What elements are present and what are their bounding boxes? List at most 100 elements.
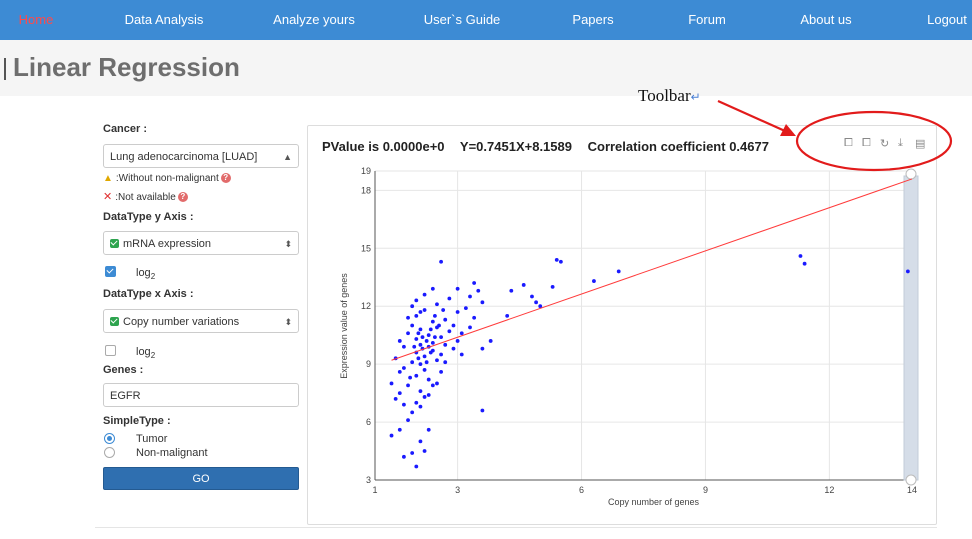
- scatter-point: [439, 335, 443, 339]
- zoom-reset-icon[interactable]: ⧠: [862, 137, 871, 149]
- toolbar-annotation-text: Toolbar: [638, 86, 691, 105]
- scatter-points: [389, 254, 910, 469]
- datatype-y-label: DataType y Axis :: [103, 211, 194, 223]
- scatter-point: [472, 315, 477, 320]
- nav-analyze-yours[interactable]: Analyze yours: [273, 12, 355, 27]
- scatter-point: [538, 304, 543, 309]
- y-tick-label: 9: [366, 359, 371, 369]
- scatter-point: [451, 346, 456, 351]
- scatter-point: [476, 288, 481, 293]
- scatter-point: [430, 340, 435, 345]
- sampletype-label: SimpleType :: [103, 415, 171, 427]
- go-button[interactable]: GO: [103, 467, 299, 490]
- scatter-point: [418, 327, 423, 332]
- scatter-point: [530, 294, 534, 299]
- scatter-point: [439, 259, 443, 264]
- datatype-y-select[interactable]: mRNA expression ⬍: [103, 231, 299, 255]
- x-tick-label: 14: [907, 485, 917, 495]
- y-tick-label: 12: [361, 301, 371, 311]
- nav-papers[interactable]: Papers: [572, 12, 614, 27]
- scatter-point: [798, 254, 803, 258]
- page-title: Linear Regression: [13, 52, 240, 82]
- scatter-point: [418, 310, 423, 314]
- scatter-point: [418, 362, 423, 367]
- scatter-point: [802, 261, 807, 266]
- help-icon[interactable]: ?: [220, 173, 231, 184]
- help-icon[interactable]: ?: [177, 192, 188, 203]
- scatter-point: [451, 323, 456, 328]
- annotation-arrow-shaft: [717, 99, 786, 133]
- refresh-icon[interactable]: ↻: [880, 138, 890, 150]
- zoom-slider-track: [903, 175, 919, 481]
- genes-input[interactable]: EGFR: [103, 383, 299, 407]
- select-caret-icon: ⬍: [284, 239, 292, 249]
- nav-data-analysis[interactable]: Data Analysis: [124, 12, 204, 27]
- title-band: [0, 40, 972, 96]
- scatter-point: [414, 313, 419, 318]
- scatter-point: [437, 323, 441, 328]
- radio-tumor-label: Tumor: [136, 433, 168, 445]
- scatter-point: [592, 279, 596, 283]
- scatter-point: [418, 342, 423, 347]
- scatter-point: [389, 381, 394, 386]
- cancer-select-value: Lung adenocarcinoma [LUAD]: [110, 151, 258, 163]
- scatter-point: [410, 410, 415, 415]
- download-icon[interactable]: ⤓: [898, 137, 903, 149]
- scatter-point: [488, 339, 493, 343]
- regression-line: [391, 178, 913, 361]
- nav-forum[interactable]: Forum: [688, 12, 726, 27]
- cancer-select[interactable]: Lung adenocarcinoma [LUAD] ▲: [103, 144, 299, 168]
- x-axis-label: Copy number of genes: [608, 497, 700, 507]
- log-x-checkbox[interactable]: [105, 345, 116, 356]
- scatter-point: [422, 292, 427, 297]
- regression-line-group: [391, 178, 913, 361]
- data-view-icon[interactable]: ▤: [915, 138, 926, 150]
- scatter-point: [432, 313, 437, 318]
- radio-tumor[interactable]: [104, 433, 115, 444]
- x-tick-label: 6: [579, 485, 584, 495]
- scatter-point: [426, 393, 431, 397]
- scatter-point: [414, 400, 419, 405]
- log-y-checkbox[interactable]: [105, 266, 116, 277]
- top-navbar: Home Data Analysis Analyze yours User`s …: [0, 0, 972, 40]
- scatter-point: [402, 454, 406, 459]
- select-caret-icon: ▲: [283, 152, 292, 162]
- note-without-text: :Without non-malignant: [115, 173, 219, 184]
- radio-non-malignant-label: Non-malignant: [136, 447, 208, 459]
- scatter-point: [389, 433, 394, 438]
- nav-logout[interactable]: Logout: [927, 12, 967, 27]
- scatter-point: [420, 335, 425, 339]
- scatter-point: [426, 333, 431, 338]
- scatter-point: [430, 383, 435, 388]
- log-x-text: log: [136, 346, 151, 358]
- scatter-point: [521, 283, 526, 287]
- scatter-point: [406, 331, 410, 336]
- scatter-point: [418, 439, 423, 444]
- datatype-x-select[interactable]: Copy number variations ⬍: [103, 309, 299, 333]
- x-tick-label: 1: [372, 485, 377, 495]
- scatter-point: [422, 354, 427, 359]
- toolbar-annotation: [717, 99, 953, 172]
- y-tick-label: 18: [361, 185, 371, 195]
- radio-non-malignant[interactable]: [104, 447, 115, 458]
- nav-about-us[interactable]: About us: [800, 12, 852, 27]
- zoom-icon[interactable]: ⧠: [844, 137, 853, 149]
- check-icon: [110, 238, 119, 248]
- scatter-point: [416, 356, 421, 361]
- scatter-point: [410, 323, 415, 328]
- scatter-point: [472, 281, 477, 285]
- scatter-point: [430, 319, 435, 324]
- x-tick-label: 3: [455, 485, 460, 495]
- page-divider: [95, 527, 937, 528]
- scatter-point: [414, 298, 419, 303]
- log-x-sub: 2: [150, 351, 156, 361]
- scatter-point: [558, 259, 563, 264]
- nav-home[interactable]: Home: [18, 12, 54, 27]
- nav-users-guide[interactable]: User`s Guide: [423, 12, 501, 27]
- scatter-point: [422, 449, 427, 453]
- scatter-point: [432, 335, 437, 339]
- datatype-x-value: Copy number variations: [123, 316, 240, 328]
- scatter-point: [410, 360, 415, 365]
